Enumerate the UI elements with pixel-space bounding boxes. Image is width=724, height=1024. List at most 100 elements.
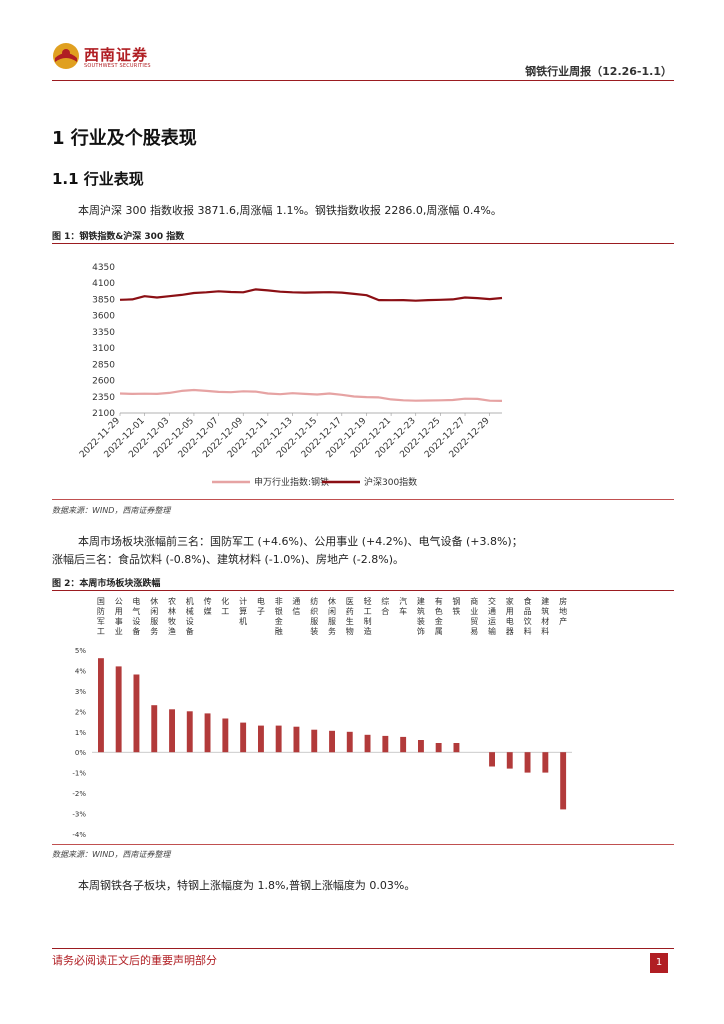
legend-label: 申万行业指数:钢铁: [254, 476, 329, 488]
category-label-char: 备: [186, 626, 194, 636]
category-label-char: 建: [541, 596, 549, 606]
logo-text-cn: 西南证券: [84, 46, 149, 64]
category-label-char: 化: [221, 596, 229, 606]
bar: [489, 752, 495, 767]
category-label-char: 交: [488, 596, 496, 606]
bar: [169, 709, 175, 753]
figure2-bottom-rule: [52, 844, 674, 845]
category-label-char: 业: [470, 606, 478, 616]
category-label-char: 用: [115, 607, 123, 616]
category-label-char: 用: [506, 607, 514, 616]
category-label-char: 产: [559, 616, 567, 626]
category-label-char: 制: [364, 616, 372, 626]
category-label-char: 计: [239, 596, 247, 606]
company-logo: 西南证券 SOUTHWEST SECURITIES: [52, 42, 172, 76]
figure1-top-rule: [52, 243, 674, 244]
y-tick-label: -2%: [72, 790, 86, 798]
category-label-char: 军: [97, 617, 105, 626]
category-label-char: 服: [310, 617, 318, 626]
footer-divider: [52, 948, 674, 949]
y-tick-label: 3850: [92, 295, 115, 305]
category-label-char: 备: [132, 626, 140, 636]
paragraph-sector-top: 本周市场板块涨幅前三名：国防军工 (+4.6%)、公用事业 (+4.2%)、电气…: [78, 535, 523, 548]
category-label-char: 装: [417, 616, 425, 626]
category-label-char: 算: [239, 606, 247, 616]
category-label-char: 闲: [150, 607, 158, 616]
y-tick-label: 2100: [92, 409, 115, 419]
category-label-char: 料: [524, 626, 532, 636]
bar: [329, 730, 335, 753]
category-label-char: 子: [257, 607, 265, 616]
y-tick-label: 0%: [75, 749, 86, 757]
y-tick-label: 3100: [92, 344, 115, 354]
category-label-char: 饮: [524, 616, 532, 626]
category-label-char: 金: [275, 616, 283, 626]
category-label-char: 林: [168, 606, 176, 616]
bar: [240, 722, 247, 753]
y-tick-label: 5%: [75, 647, 86, 655]
bar: [204, 713, 211, 753]
logo-text-en: SOUTHWEST SECURITIES: [84, 63, 151, 69]
line-chart-steel-hs300: 2100 2350 2600 2850 3100 3350 3600 3850 4100 4350…: [78, 263, 503, 488]
category-label-char: 工: [364, 607, 372, 616]
bar: [346, 731, 353, 753]
category-label-char: 有: [435, 596, 443, 606]
category-label-char: 电: [132, 596, 140, 606]
bar: [453, 743, 460, 753]
category-label-char: 轻: [364, 596, 372, 606]
category-label-char: 饰: [417, 626, 425, 636]
category-label-char: 建: [417, 596, 425, 606]
y-tick-label: -1%: [72, 770, 86, 778]
category-label-char: 材: [541, 616, 549, 626]
category-label-char: 料: [541, 626, 549, 636]
bar: [506, 752, 513, 769]
category-label-char: 属: [435, 627, 443, 636]
bar: [524, 752, 531, 773]
category-label-char: 物: [346, 626, 354, 636]
y-tick-label: 4%: [75, 667, 86, 675]
paragraph-index-summary: 本周沪深 300 指数收报 3871.6,周涨幅 1.1%。钢铁指数收报 228…: [78, 204, 502, 217]
bar: [115, 666, 122, 753]
category-label-char: 工: [97, 627, 105, 636]
category-label-char: 地: [559, 606, 567, 616]
bar: [293, 726, 300, 753]
category-label-char: 农: [168, 596, 176, 606]
category-label-char: 媒: [204, 607, 212, 616]
category-label-char: 非: [275, 596, 283, 606]
y-tick-label: 3%: [75, 688, 86, 696]
category-label-char: 传: [204, 596, 212, 606]
category-label-char: 汽: [399, 596, 407, 606]
bar: [435, 743, 442, 753]
series-line-steel: [119, 388, 503, 402]
category-label-char: 通: [488, 606, 496, 616]
category-label-char: 装: [310, 626, 318, 636]
category-label-char: 机: [186, 596, 194, 606]
y-tick-label: 1%: [75, 729, 86, 737]
bar: [400, 736, 407, 753]
category-label-char: 运: [488, 617, 496, 626]
bar: [275, 725, 282, 753]
category-label-char: 银: [275, 606, 283, 616]
y-tick-label: 4350: [92, 263, 115, 273]
y-tick-label: 2350: [92, 393, 115, 403]
y-tick-label: 2600: [92, 377, 115, 387]
category-label-char: 电: [506, 616, 514, 626]
category-label-char: 医: [346, 597, 354, 606]
category-label-char: 通: [292, 596, 300, 606]
category-label-char: 气: [132, 606, 140, 616]
figure2-title: 图 2：本周市场板块涨跌幅: [52, 579, 161, 589]
category-label-char: 生: [346, 616, 354, 626]
category-label-char: 家: [506, 596, 514, 606]
report-title: 钢铁行业周报（12.26-1.1）: [525, 65, 672, 78]
category-label-char: 防: [97, 606, 105, 616]
y-tick-label: -3%: [72, 811, 86, 819]
legend-label: 沪深300指数: [364, 476, 417, 488]
figure1-source: 数据来源：WIND，西南证券整理: [52, 506, 171, 515]
category-label-char: 务: [150, 626, 158, 636]
category-label-char: 工: [221, 607, 229, 616]
category-label-char: 服: [328, 617, 336, 626]
bar: [133, 674, 140, 753]
y-tick-label: 3600: [92, 312, 115, 322]
category-label-char: 器: [506, 627, 514, 636]
figure2-top-rule: [52, 590, 674, 591]
